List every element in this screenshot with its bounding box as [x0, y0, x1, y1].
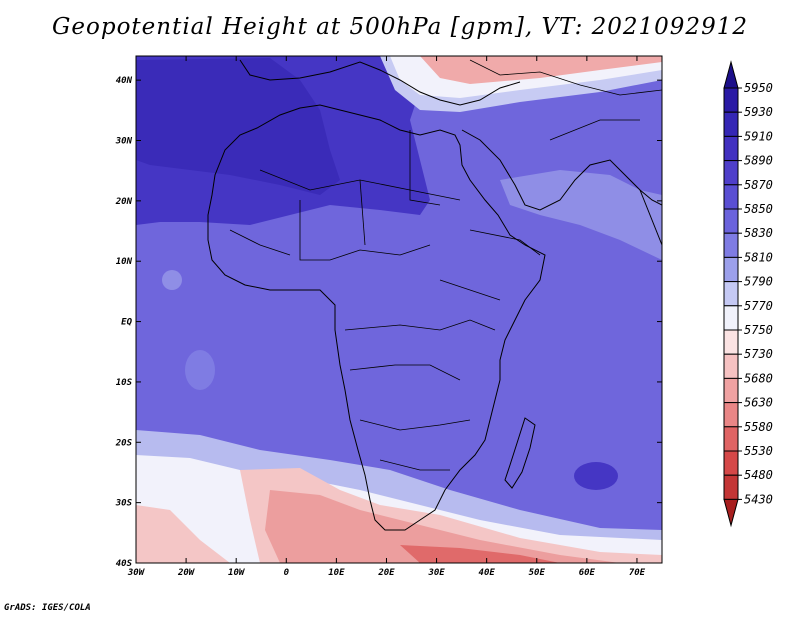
colorbar-box: [723, 281, 739, 307]
colorbar-label: 5480: [744, 468, 773, 482]
colorbar: 5950 5930 5910 5890 5870 5850 5830 5810 5790 5770…: [723, 60, 773, 528]
lon-tick-label: 20E: [377, 568, 395, 578]
colorbar-label: 5770: [744, 299, 773, 313]
colorbar-label: 5430: [744, 492, 773, 506]
colorbar-label: 5790: [744, 275, 773, 289]
colorbar-top-arrow: [723, 60, 739, 89]
colorbar-box: [723, 184, 739, 210]
colorbar-box: [723, 474, 739, 500]
lat-tick-label: EQ: [121, 318, 132, 328]
colorbar-box: [723, 256, 739, 283]
country-borders: [229, 59, 662, 471]
field-low-north: [420, 56, 662, 84]
colorbar-label: 5890: [744, 154, 773, 168]
lon-tick-label: 50E: [529, 568, 546, 578]
lat-tick-label: 30N: [115, 137, 133, 147]
colorbar-label: 5630: [744, 396, 773, 410]
lat-tick-label: 40N: [116, 76, 133, 86]
colorbar-label: 5580: [744, 420, 773, 434]
lon-tick-label: 0: [284, 568, 290, 578]
colorbar-box: [723, 232, 739, 258]
colorbar-box: [723, 353, 739, 379]
colorbar-bottom-arrow: [723, 498, 739, 528]
latitude-axis: 40N 30N 20N 10N EQ 10S 20S 30S 40S: [115, 76, 662, 569]
field-light-atlantic: [162, 270, 182, 290]
colorbar-label: 5680: [744, 371, 773, 385]
lat-tick-label: 20N: [115, 197, 133, 207]
colorbar-label: 5950: [744, 81, 773, 95]
colorbar-box: [723, 377, 739, 404]
colorbar-box: [723, 402, 739, 428]
field-high-madagascar-east: [574, 462, 618, 490]
colorbar-box: [723, 111, 739, 137]
colorbar-box: [723, 305, 739, 331]
lat-tick-label: 30S: [115, 499, 133, 509]
lon-tick-label: 20W: [177, 568, 196, 578]
map-frame: [135, 55, 663, 564]
lat-tick-label: 10S: [116, 378, 133, 388]
madagascar: [504, 417, 536, 489]
colorbar-label: 5930: [744, 105, 773, 119]
longitude-axis: 30W 20W 10W 0 10E 20E 30E 40E 50E 60E 70E: [127, 56, 646, 578]
lat-tick-label: 10N: [116, 257, 133, 267]
lat-tick-label: 40S: [116, 559, 133, 569]
field-lower-south: [265, 490, 620, 563]
lon-tick-label: 10W: [228, 568, 246, 578]
lon-tick-label: 30W: [127, 568, 146, 578]
europe-coast: [239, 59, 521, 106]
colorbar-box: [723, 208, 739, 234]
lon-tick-label: 60E: [579, 568, 596, 578]
field-light-mid-atlantic: [185, 350, 215, 390]
field-trough-south: [400, 545, 560, 563]
lon-tick-label: 40E: [479, 568, 496, 578]
colorbar-label: 5910: [744, 129, 773, 143]
lon-tick-label: 30E: [427, 568, 445, 578]
field-low-south: [136, 468, 662, 563]
colorbar-box: [723, 329, 739, 355]
lon-tick-label: 70E: [629, 568, 646, 578]
lon-tick-label: 10E: [328, 568, 345, 578]
colorbar-label: 5850: [744, 202, 773, 216]
colorbar-label: 5530: [744, 444, 773, 458]
colorbar-box: [723, 160, 739, 186]
colorbar-label: 5750: [744, 323, 773, 337]
india-coast: [639, 189, 662, 246]
colorbar-box: [723, 426, 739, 452]
colorbar-box: [723, 450, 739, 476]
chart-title: Geopotential Height at 500hPa [gpm], VT:…: [52, 14, 748, 40]
coastlines: [207, 59, 662, 531]
arabia-outline: [461, 129, 662, 211]
colorbar-label: 5870: [744, 178, 773, 192]
africa-outline: [207, 104, 546, 531]
colorbar-label: 5810: [744, 250, 773, 264]
field-light-east: [500, 170, 662, 260]
credit-text: GrADS: IGES/COLA: [4, 603, 91, 613]
colorbar-label: 5830: [744, 226, 773, 240]
height-field: [136, 56, 662, 563]
colorbar-box: [723, 87, 739, 113]
lat-tick-label: 20S: [115, 438, 133, 448]
colorbar-box: [723, 135, 739, 162]
colorbar-label: 5730: [744, 347, 773, 361]
field-high-core: [136, 58, 340, 195]
